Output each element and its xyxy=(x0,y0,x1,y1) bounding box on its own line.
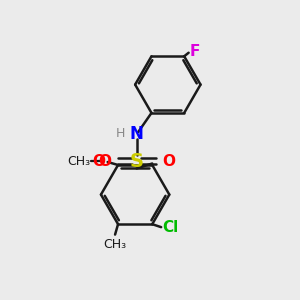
Text: O: O xyxy=(163,154,176,169)
Text: S: S xyxy=(130,152,144,171)
Text: H: H xyxy=(116,127,125,140)
Text: O: O xyxy=(93,154,106,169)
Text: CH₃: CH₃ xyxy=(67,155,90,168)
Text: O: O xyxy=(98,154,111,169)
Text: F: F xyxy=(190,44,200,59)
Text: CH₃: CH₃ xyxy=(103,238,127,250)
Text: Cl: Cl xyxy=(163,220,179,235)
Text: N: N xyxy=(130,125,144,143)
